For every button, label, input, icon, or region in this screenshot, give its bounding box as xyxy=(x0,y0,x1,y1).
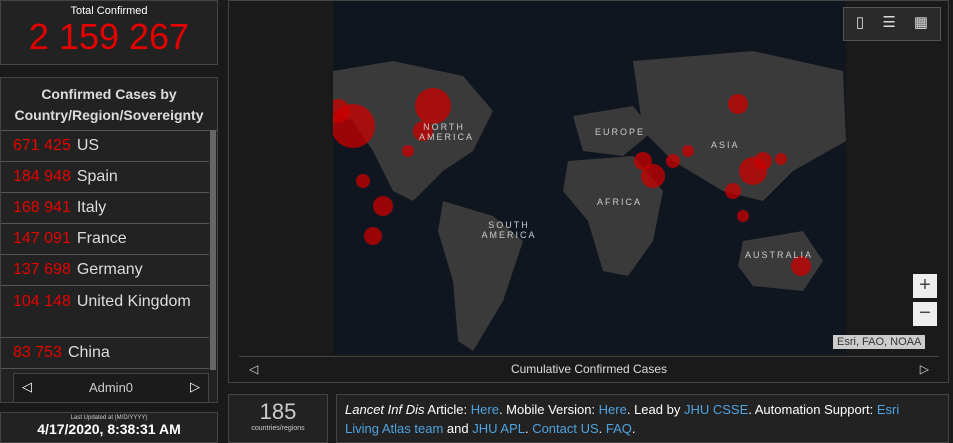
counter-label: countries/regions xyxy=(251,425,305,432)
prev[interactable]: ◁ xyxy=(249,362,259,376)
link[interactable]: FAQ xyxy=(605,421,632,436)
map[interactable] xyxy=(333,1,846,354)
cases-list: 671 425 US 184 948 Spain 168 941 Italy 147 091… xyxy=(1,131,209,371)
case-row[interactable]: 168 941 Italy xyxy=(1,193,209,224)
info-segment: Lancet Inf Dis xyxy=(345,402,425,417)
map-caption: Cumulative Confirmed Cases xyxy=(510,362,668,376)
info-segment: Article: xyxy=(424,402,471,417)
case-row[interactable]: 104 148 United Kingdom xyxy=(1,286,209,338)
case-count: 83 753 xyxy=(13,344,62,361)
link[interactable]: Here xyxy=(598,402,627,417)
case-count: 168 941 xyxy=(13,199,71,216)
info-segment: and xyxy=(443,421,473,436)
case-bubbles xyxy=(333,88,811,276)
next[interactable]: ▷ xyxy=(919,362,929,376)
case-row[interactable]: 184 948 Spain xyxy=(1,162,209,193)
case-row[interactable]: 147 091 France xyxy=(1,224,209,255)
info-segment: . xyxy=(524,421,533,436)
land xyxy=(333,51,846,351)
country-name: France xyxy=(76,230,127,247)
country-name: Germany xyxy=(76,261,143,278)
cases-title: Confirmed Cases by Country/Region/Sovere… xyxy=(1,78,217,131)
counter-value: 185 xyxy=(259,399,297,424)
country-name: Spain xyxy=(76,168,118,185)
link[interactable]: Here xyxy=(470,402,499,417)
link[interactable]: Contact US xyxy=(532,421,599,436)
caption-bar: ◁ Cumulative Confirmed Cases ▷ xyxy=(239,356,939,381)
counter-panel: 185 countries/regions xyxy=(228,394,328,443)
map-label: AFRICA xyxy=(597,197,643,207)
info-segment: . Mobile Version: xyxy=(498,402,599,417)
case-count: 184 948 xyxy=(13,168,71,185)
map-label: SOUTH AMERICA xyxy=(481,220,537,240)
country-name: China xyxy=(67,344,110,361)
map-panel: NORTH AMERICA EUROPE ASIA AFRICA SOUTH A… xyxy=(228,0,949,383)
map-label: EUROPE xyxy=(595,127,646,137)
info-segment: . Automation Support: xyxy=(748,402,877,417)
map-label: NORTH AMERICA xyxy=(419,122,475,142)
case-row[interactable]: 671 425 US xyxy=(1,131,209,162)
scrollbar[interactable] xyxy=(210,130,216,370)
total-panel: Total Confirmed 2 159 267 xyxy=(0,0,218,65)
cases-panel: Confirmed Cases by Country/Region/Sovere… xyxy=(0,77,218,403)
attribution: Esri, FAO, NOAA xyxy=(833,335,926,349)
updated-value: 4/17/2020, 8:38:31 AM xyxy=(37,421,181,437)
total-value: 2 159 267 xyxy=(28,16,190,57)
zoom-out[interactable]: − xyxy=(913,302,937,326)
map-label: AUSTRALIA xyxy=(745,250,814,260)
link[interactable]: JHU APL xyxy=(472,421,525,436)
case-count: 137 698 xyxy=(13,261,71,278)
updated-label: Last Updated at (M/D/YYYY) xyxy=(70,415,148,421)
country-name: Italy xyxy=(76,199,107,216)
case-row[interactable]: 137 698 Germany xyxy=(1,255,209,286)
info-text: Lancet Inf Dis Article: Here. Mobile Ver… xyxy=(337,395,943,442)
link[interactable]: JHU CSSE xyxy=(683,402,749,417)
info-segment: . xyxy=(631,421,636,436)
info-segment: . Lead by xyxy=(626,402,684,417)
case-count: 104 148 xyxy=(13,293,71,310)
case-count: 147 091 xyxy=(13,230,71,247)
country-name: United Kingdom xyxy=(76,293,191,310)
country-name: US xyxy=(76,137,100,154)
next[interactable]: ▷ xyxy=(190,379,200,394)
tab-nav: ◁ Admin0 ▷ xyxy=(13,373,209,403)
case-count: 671 425 xyxy=(13,137,71,154)
zoom-in[interactable]: + xyxy=(913,274,937,298)
info-panel: Lancet Inf Dis Article: Here. Mobile Ver… xyxy=(336,394,949,443)
updated-panel: Last Updated at (M/D/YYYY) 4/17/2020, 8:… xyxy=(0,412,218,443)
info-segment: . xyxy=(598,421,606,436)
link[interactable]: Esri Living Atlas team xyxy=(345,402,900,436)
map-toolbar[interactable]: ▯ ☰ ▦ xyxy=(843,7,941,41)
prev[interactable]: ◁ xyxy=(22,379,32,394)
map-label: ASIA xyxy=(711,140,740,150)
tab-label[interactable]: Admin0 xyxy=(88,380,134,395)
total-title: Total Confirmed xyxy=(70,5,148,17)
case-row[interactable]: 83 753 China xyxy=(1,338,209,369)
